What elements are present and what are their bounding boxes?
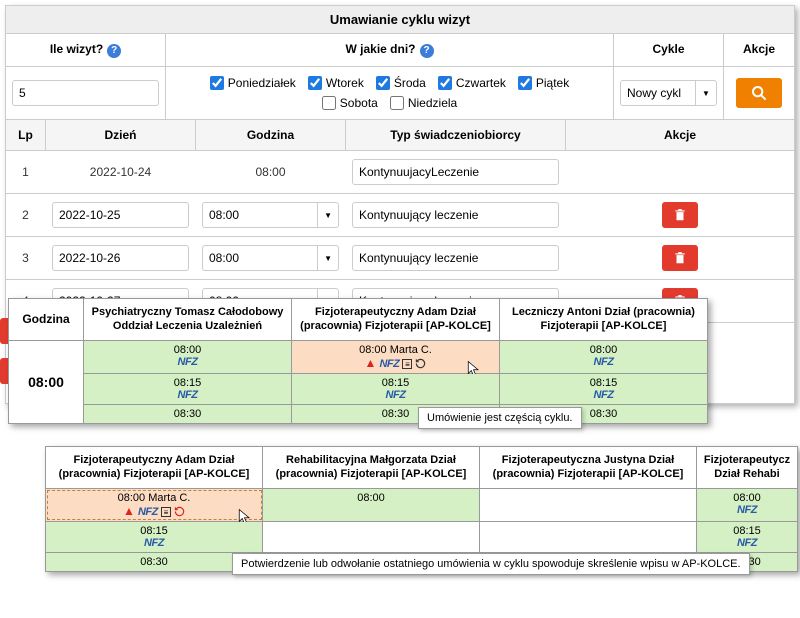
time-slot[interactable]: 08:00 [263,489,480,521]
search-button[interactable] [736,78,782,108]
type-input[interactable] [352,159,559,185]
time-slot[interactable]: 08:00NFZ [500,341,707,373]
search-icon [751,85,767,101]
grid-header: Lp Dzień Godzina Typ świadczeniobiorcy A… [6,120,794,151]
warning-icon: ▲ [123,504,135,518]
chevron-down-icon[interactable]: ▼ [317,202,339,228]
table-row: 2 ▼ [6,194,794,237]
schedule-panel: Godzina Psychiatryczny Tomasz Całodobowy… [8,298,708,424]
time-slot[interactable]: 08:00NFZ [697,489,797,521]
provider-header: Fizjoterapeutycz Dział Rehabi [697,447,797,488]
date-input[interactable] [52,202,189,228]
time-slot[interactable]: 08:15NFZ [292,374,500,404]
note-icon: ≡ [161,507,171,517]
header-row: Ile wizyt?? W jakie dni?? Cykle Akcje [6,34,794,67]
warning-icon: ▲ [365,356,377,370]
provider-header: Fizjoterapeutyczny Adam Dział (pracownia… [292,299,500,340]
time-input[interactable] [202,245,317,271]
note-icon: ≡ [402,359,412,369]
time-input[interactable] [202,202,317,228]
provider-header: Fizjoterapeutyczna Justyna Dział (pracow… [480,447,697,488]
type-input[interactable] [352,245,559,271]
tooltip: Umówienie jest częścią cyklu. [418,407,582,429]
time-slot-empty[interactable] [263,522,480,552]
trash-icon [673,208,687,222]
header-cykle: Cykle [614,34,724,66]
time-slot-booked[interactable]: 08:00 Marta C. ▲ NFZ ≡ [46,489,263,521]
chevron-down-icon[interactable]: ▼ [317,245,339,271]
cycle-icon [415,358,426,369]
time-column-header: Godzina [9,299,84,340]
header-wizyt: Ile wizyt?? [6,34,166,66]
time-slot[interactable]: 08:00NFZ [84,341,292,373]
provider-header: Fizjoterapeutyczny Adam Dział (pracownia… [46,447,263,488]
time-label: 08:00 [9,341,84,423]
provider-header: Psychiatryczny Tomasz Całodobowy Oddział… [84,299,292,340]
day-mon[interactable]: Poniedziałek [210,76,296,90]
time-slot-booked[interactable]: 08:00 Marta C. ▲ NFZ ≡ [292,341,500,373]
help-icon[interactable]: ? [107,44,121,58]
time-slot[interactable]: 08:15NFZ [500,374,707,404]
header-dni: W jakie dni?? [166,34,614,66]
tooltip: Potwierdzenie lub odwołanie ostatniego u… [232,553,750,575]
time-slot[interactable]: 08:30 [84,405,292,423]
time-slot[interactable]: 08:30 [46,553,263,571]
type-input[interactable] [352,202,559,228]
day-wed[interactable]: Środa [376,76,426,90]
controls-row: Poniedziałek Wtorek Środa Czwartek Piąte… [6,67,794,120]
table-row: 3 ▼ [6,237,794,280]
panel-title: Umawianie cyklu wizyt [6,6,794,34]
delete-button[interactable] [662,202,698,228]
trash-icon [673,251,687,265]
cycle-select[interactable]: Nowy cykl ▼ [620,80,717,106]
provider-header: Rehabilitacyjna Małgorzata Dział (pracow… [263,447,480,488]
visits-count-input[interactable] [12,80,159,106]
time-slot[interactable]: 08:15NFZ [84,374,292,404]
chevron-down-icon[interactable]: ▼ [695,80,717,106]
days-cell: Poniedziałek Wtorek Środa Czwartek Piąte… [166,67,614,119]
day-thu[interactable]: Czwartek [438,76,506,90]
time-slot-empty[interactable] [480,522,697,552]
time-slot-empty[interactable] [480,489,697,521]
day-sun[interactable]: Niedziela [390,96,457,110]
date-input[interactable] [52,245,189,271]
time-slot[interactable]: 08:15NFZ [46,522,263,552]
day-fri[interactable]: Piątek [518,76,569,90]
day-tue[interactable]: Wtorek [308,76,364,90]
delete-button[interactable] [662,245,698,271]
provider-header: Leczniczy Antoni Dział (pracownia) Fizjo… [500,299,707,340]
header-akcje: Akcje [724,34,794,66]
time-slot[interactable]: 08:15NFZ [697,522,797,552]
cycle-icon [174,506,185,517]
help-icon[interactable]: ? [420,44,434,58]
day-sat[interactable]: Sobota [322,96,378,110]
table-row: 1 2022-10-24 08:00 [6,151,794,194]
